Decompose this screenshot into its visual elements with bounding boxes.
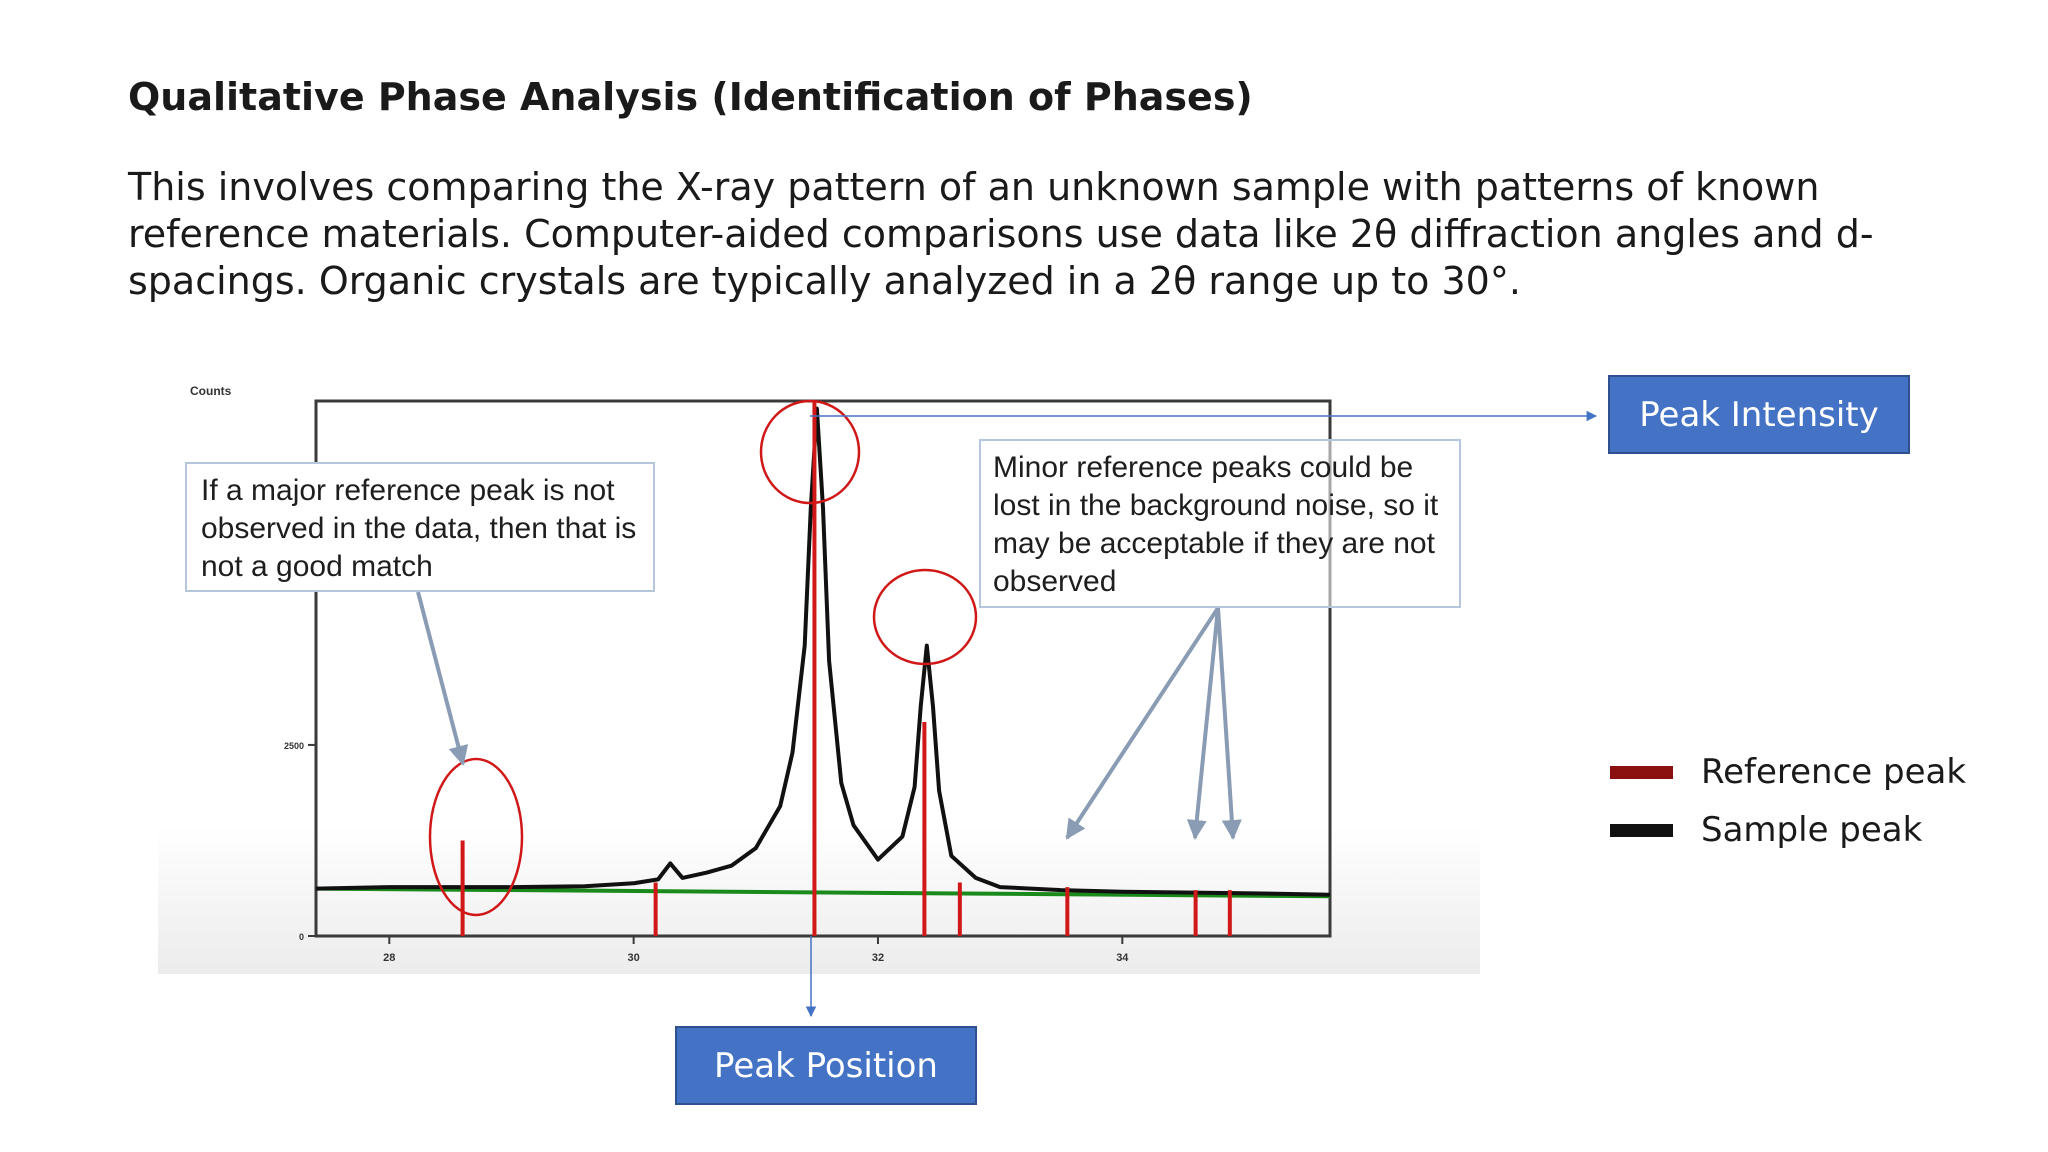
peak-circle-second [872, 568, 978, 666]
x-tick-label: 34 [1116, 952, 1129, 964]
sample-pattern-line [315, 406, 1331, 897]
background-fit-line [315, 886, 1331, 899]
legend-reference-peak: Reference peak [1610, 752, 1966, 792]
legend-swatch-reference [1610, 765, 1673, 779]
peak-circle-main [759, 399, 861, 505]
plot-frame [314, 399, 1332, 938]
legend-label-reference: Reference peak [1701, 752, 1967, 792]
y-tick-label: 0 [299, 932, 304, 942]
legend-label-sample: Sample peak [1701, 810, 1923, 850]
x-tick-label: 28 [383, 952, 395, 964]
slide-title: Qualitative Phase Analysis (Identificati… [128, 75, 1253, 119]
arrow-to-minor-peak-2 [1186, 607, 1220, 840]
peak-position-label: Peak Position [675, 1026, 977, 1105]
arrow-to-minor-peak-3 [1216, 607, 1242, 840]
legend-swatch-sample [1610, 823, 1673, 837]
reference-peaks [460, 401, 1232, 936]
slide-body: This involves comparing the X-ray patter… [128, 164, 2008, 305]
peak-circle-left [428, 757, 524, 917]
arrow-to-missing-peak [416, 591, 469, 766]
x-tick-label: 32 [872, 952, 884, 964]
plot-lines [315, 406, 1331, 899]
legend-sample-peak: Sample peak [1610, 810, 1922, 850]
axis-ticks: 28 30 32 34 0 2500 [284, 741, 1129, 964]
y-axis-label: Counts [190, 384, 232, 398]
body-paragraph: This involves comparing the X-ray patter… [128, 165, 1874, 303]
arrow-to-minor-peak-1 [1065, 606, 1220, 840]
x-tick-label: 30 [628, 952, 640, 964]
y-tick-label: 2500 [284, 741, 304, 751]
callout-missing-peak: If a major reference peak is not observe… [185, 462, 655, 592]
peak-intensity-label: Peak Intensity [1608, 375, 1910, 454]
callout-minor-peaks: Minor reference peaks could be lost in t… [979, 439, 1461, 608]
